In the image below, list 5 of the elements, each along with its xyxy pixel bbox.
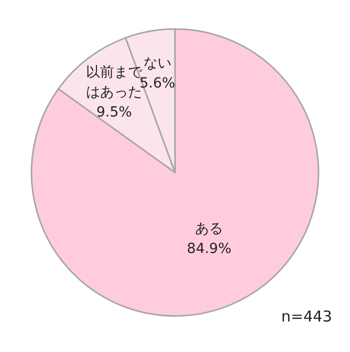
data-label: 9.5% <box>96 104 132 121</box>
text: n=443 <box>281 308 332 326</box>
slice-label: ない <box>143 56 172 72</box>
data-label: 84.9% <box>186 240 232 257</box>
slice-label: ある <box>195 220 224 237</box>
